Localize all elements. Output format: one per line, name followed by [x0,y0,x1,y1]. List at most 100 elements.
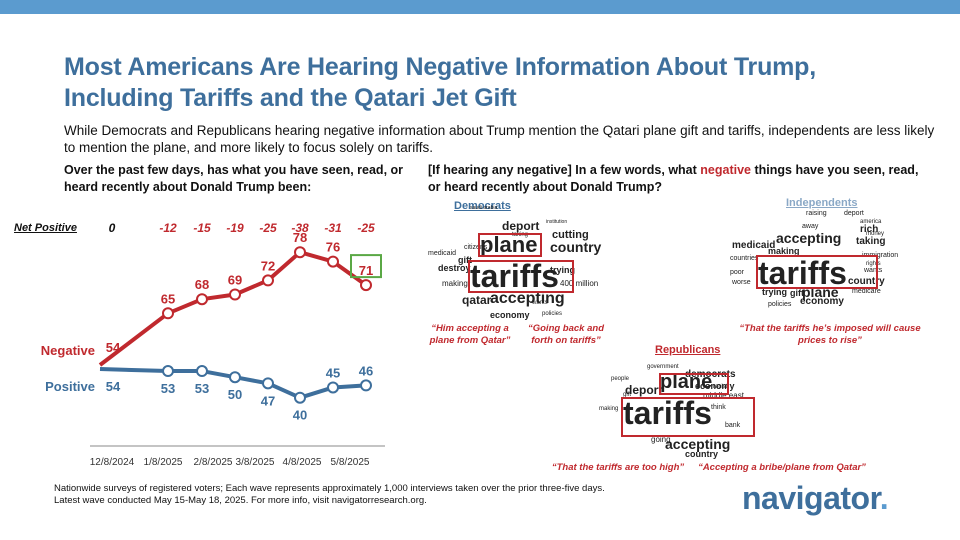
cloud-word: policies [768,301,792,308]
cloud-word: plane [660,371,713,393]
positive-point [162,365,174,378]
positive-point [196,365,208,378]
cloud-word: accepting [490,290,565,307]
positive-data-label: 45 [326,365,340,380]
cloud-word: deport [844,210,864,217]
negative-data-label: 69 [228,273,242,288]
footnote-line-1: Nationwide surveys of registered voters;… [54,483,605,494]
negative-point [327,255,339,268]
cloud-word: economy [490,310,530,320]
net-positive-label: Net Positive [14,222,77,234]
question-left: Over the past few days, has what you hav… [64,163,404,194]
positive-data-label: 50 [228,387,242,402]
cloud-word: money [866,231,885,237]
logo-text: navigator [742,480,880,516]
negative-point [196,293,208,306]
cloud-word: making [768,246,800,256]
highlight-box [350,254,382,279]
cloud-word: economy [800,296,844,307]
subtitle: While Democrats and Republicans hearing … [64,123,935,155]
cloud-word: destroy [438,263,471,273]
cloud-word: bank [725,422,741,429]
cloud-word: economy [695,381,735,391]
cloud-word: country [550,239,602,255]
highlight-box [659,373,729,395]
net-positive-value: -12 [159,221,177,235]
cloud-word: poor [730,269,745,276]
cloud-word: tariffs [470,258,559,294]
cloud-word: country [685,449,719,459]
footnote-line-2: Latest wave conducted May 15-May 18, 202… [54,494,427,506]
cloud-word: countries [730,255,759,262]
question-right-negative: negative [700,163,751,177]
question-right: [If hearing any negative] In a few words… [428,162,928,196]
quote-democrats-2: “Going back and forth on tariffs” [527,323,604,346]
cloud-word: trying [550,265,576,275]
cloud-word: making [599,406,619,412]
cloud-word: raising [806,210,827,217]
cloud-word: racist [713,384,728,390]
cloud-word: america [860,219,882,225]
cloud-word: tariffs [758,255,847,291]
cloud-word: government [647,364,679,370]
x-tick-label: 1/8/2025 [144,457,183,468]
negative-point [360,279,372,292]
highlight-box [756,255,878,289]
net-positive-value: -31 [324,221,342,235]
word-cloud-democrats: Democrats plane tariffs accepting country dep… [420,198,640,328]
cloud-word: deport [625,383,663,397]
question-right-post: things have you seen, read, or heard rec… [428,163,919,194]
quote-republicans-2: “Accepting a bribe/plane from Qatar” [698,462,866,473]
cloud-word: going [651,435,671,444]
cloud-word: wants [532,300,548,306]
cloud-word: rights [866,261,881,267]
cloud-word: tariffs [623,395,712,431]
logo-dot: . [879,480,889,516]
cloud-word: rich [860,224,879,235]
cloud-word: middle east [703,391,744,400]
negative-point [162,307,174,320]
cloud-word: think [711,404,726,411]
positive-point [327,381,339,394]
cloud-word: qatar [462,293,492,307]
cloud-word: making [442,279,468,288]
x-tick-label: 2/8/2025 [194,457,233,468]
cloud-word: citizens [464,244,488,251]
positive-data-label: 47 [261,393,275,408]
x-tick-label: 5/8/2025 [331,457,370,468]
navigator-logo: navigator. [742,480,889,517]
positive-point [294,391,306,404]
quote-republicans-1: “That the tariffs are too high” [551,462,685,473]
cloud-word: worse [732,279,751,286]
negative-point [294,246,306,259]
cloud-title: Republicans [655,344,721,356]
cloud-word: away [802,223,819,230]
word-cloud-republicans: Republicans plane tariffs accepting deport de… [585,342,805,460]
cloud-word: cutting [552,229,589,241]
negative-data-label: 78 [293,230,307,245]
quote-independents: “That the tariffs he’s imposed will caus… [739,323,921,346]
cloud-word: 400 million [560,279,599,288]
cloud-word: gift [623,392,632,398]
cloud-word: medicare [852,288,881,295]
footnote: Nationwide surveys of registered voters;… [54,483,674,506]
highlight-box [478,233,542,257]
trend-line-chart: 0 -12 -15 -19 -25 -38 -31 -25 54 65 68 69 72 78 76 71 54… [41,221,385,468]
title-line-2: Including Tariffs and the Qatari Jet Gif… [64,84,517,112]
positive-data-label: 53 [161,381,175,396]
page-title: Most Americans Are Hearing Negative Info… [64,52,944,114]
negative-series-label: Negative [41,343,95,358]
net-positive-value: 0 [109,221,116,235]
net-positive-value: -25 [259,221,277,235]
net-positive-value: -38 [291,221,309,235]
cloud-word: institution [546,219,568,225]
question-right-pre: [If hearing any negative] In a few words… [428,163,701,177]
negative-data-label: 68 [195,277,209,292]
positive-series-label: Positive [45,379,95,394]
negative-line [98,250,368,367]
net-positive-value: -15 [193,221,211,235]
cloud-word: saudi arabia [470,205,498,211]
negative-data-label: 71 [359,263,373,278]
positive-data-label: 46 [359,363,373,378]
highlight-box [621,397,755,437]
